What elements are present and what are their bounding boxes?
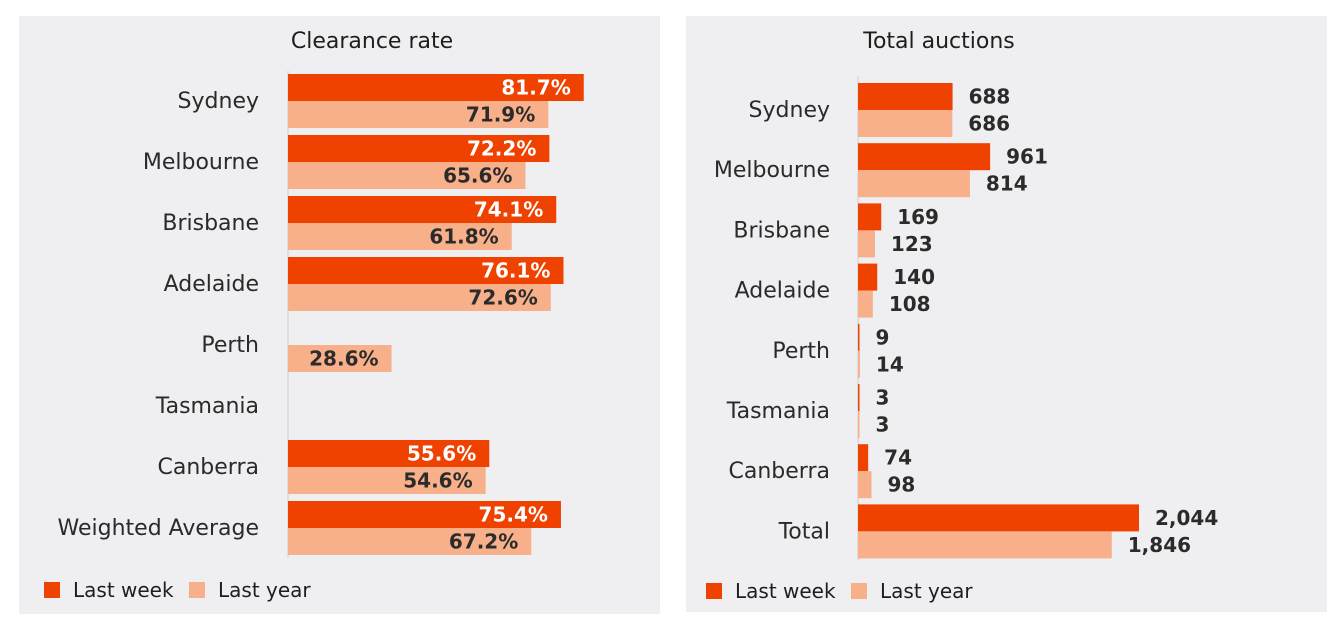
clearance-rate-chart: Clearance rate Sydney 81.7% 71.9% Melbourne 7…: [44, 29, 584, 602]
value-label-last-year-canberra: 98: [887, 473, 915, 497]
bar-last-year-sydney: [288, 101, 549, 128]
value-label-last-week-tasmania: 3: [876, 386, 890, 410]
bar-last-year-melbourne: [288, 162, 526, 189]
value-label-last-week-sydney: 81.7%: [501, 76, 570, 100]
value-label-last-year-adelaide: 72.6%: [468, 286, 537, 310]
category-label-brisbane: Brisbane: [162, 211, 259, 236]
value-label-last-year-tasmania: 3: [876, 413, 890, 437]
legend-label-last-week: Last week: [735, 579, 836, 603]
bar-last-year-melbourne: [858, 170, 970, 198]
bar-last-week-melbourne: [288, 135, 550, 162]
total-auctions-chart: Total auctions Sydney 688 686 Melbourne 961 81…: [706, 29, 1218, 603]
value-label-last-week-adelaide: 140: [893, 265, 935, 289]
bar-last-year-brisbane: [858, 230, 875, 258]
value-label-last-year-melbourne: 65.6%: [443, 164, 512, 188]
bar-last-week-canberra: [858, 444, 869, 472]
bar-last-year-adelaide: [288, 284, 551, 311]
legend-swatch-last-year: [189, 582, 205, 598]
legend-label-last-year: Last year: [880, 579, 973, 603]
value-label-last-week-melbourne: 72.2%: [467, 137, 536, 161]
value-label-last-week-melbourne: 961: [1006, 145, 1048, 169]
category-label-perth: Perth: [772, 339, 830, 364]
value-label-last-year-brisbane: 123: [891, 232, 933, 256]
legend-label-last-year: Last year: [218, 578, 311, 602]
value-label-last-year-total: 1,846: [1128, 533, 1191, 557]
value-label-last-week-total: 2,044: [1155, 506, 1218, 530]
category-label-adelaide: Adelaide: [735, 279, 830, 304]
bar-last-year-sydney: [858, 110, 953, 137]
value-label-last-year-canberra: 54.6%: [403, 469, 472, 493]
bar-last-week-adelaide: [288, 257, 564, 284]
bar-last-year-total: [858, 531, 1112, 559]
bar-last-year-perth: [858, 350, 860, 378]
legend-swatch-last-year: [851, 583, 867, 599]
category-label-brisbane: Brisbane: [733, 218, 830, 243]
value-label-last-week-weighted-average: 75.4%: [479, 503, 548, 527]
bar-last-week-canberra: [288, 440, 490, 467]
value-label-last-year-perth: 28.6%: [309, 347, 378, 371]
value-label-last-week-brisbane: 169: [897, 205, 939, 229]
bar-last-year-canberra: [288, 467, 486, 494]
value-label-last-year-melbourne: 814: [986, 172, 1028, 196]
bar-last-week-tasmania: [858, 384, 860, 411]
chart-title: Total auctions: [862, 29, 1015, 54]
bar-last-year-tasmania: [858, 411, 860, 438]
value-label-last-week-perth: 9: [876, 325, 890, 349]
bar-last-week-adelaide: [858, 263, 878, 291]
bar-last-week-weighted-average: [288, 501, 561, 528]
value-label-last-year-weighted-average: 67.2%: [449, 530, 518, 554]
category-label-weighted-average: Weighted Average: [58, 516, 259, 541]
value-label-last-week-canberra: 55.6%: [407, 442, 476, 466]
value-label-last-week-brisbane: 74.1%: [474, 198, 543, 222]
value-label-last-week-sydney: 688: [969, 85, 1011, 109]
bar-last-year-adelaide: [858, 290, 873, 318]
bar-last-year-perth: [288, 345, 392, 372]
category-label-total: Total: [778, 519, 830, 544]
category-label-adelaide: Adelaide: [164, 272, 259, 297]
chart-title: Clearance rate: [291, 29, 453, 54]
bar-last-week-perth: [858, 323, 860, 351]
category-label-tasmania: Tasmania: [155, 394, 259, 419]
bar-last-week-sydney: [858, 83, 953, 110]
bar-last-week-brisbane: [858, 203, 882, 231]
category-label-tasmania: Tasmania: [726, 399, 830, 424]
value-label-last-week-adelaide: 76.1%: [481, 259, 550, 283]
value-label-last-year-brisbane: 61.8%: [429, 225, 498, 249]
category-label-sydney: Sydney: [749, 98, 830, 123]
bar-last-week-melbourne: [858, 143, 991, 171]
category-label-melbourne: Melbourne: [143, 150, 259, 175]
value-label-last-year-perth: 14: [876, 352, 904, 376]
bar-last-week-total: [858, 504, 1139, 532]
legend-swatch-last-week: [706, 583, 722, 599]
total-auctions-panel: Total auctions Sydney 688 686 Melbourne 961 81…: [686, 16, 1327, 612]
category-label-melbourne: Melbourne: [714, 158, 830, 183]
legend-label-last-week: Last week: [73, 578, 174, 602]
bar-last-week-sydney: [288, 74, 584, 101]
bar-last-year-canberra: [858, 471, 872, 499]
value-label-last-year-sydney: 71.9%: [466, 103, 535, 127]
bar-last-year-brisbane: [288, 223, 512, 250]
bar-last-week-brisbane: [288, 196, 557, 223]
value-label-last-year-adelaide: 108: [889, 292, 931, 316]
value-label-last-year-sydney: 686: [968, 112, 1010, 136]
category-label-sydney: Sydney: [178, 89, 259, 114]
bar-last-year-weighted-average: [288, 528, 532, 555]
category-label-canberra: Canberra: [158, 455, 259, 480]
category-label-perth: Perth: [201, 333, 259, 358]
value-label-last-week-canberra: 74: [884, 446, 912, 470]
clearance-rate-panel: Clearance rate Sydney 81.7% 71.9% Melbourne 7…: [19, 16, 660, 614]
legend-swatch-last-week: [44, 582, 60, 598]
category-label-canberra: Canberra: [729, 459, 830, 484]
